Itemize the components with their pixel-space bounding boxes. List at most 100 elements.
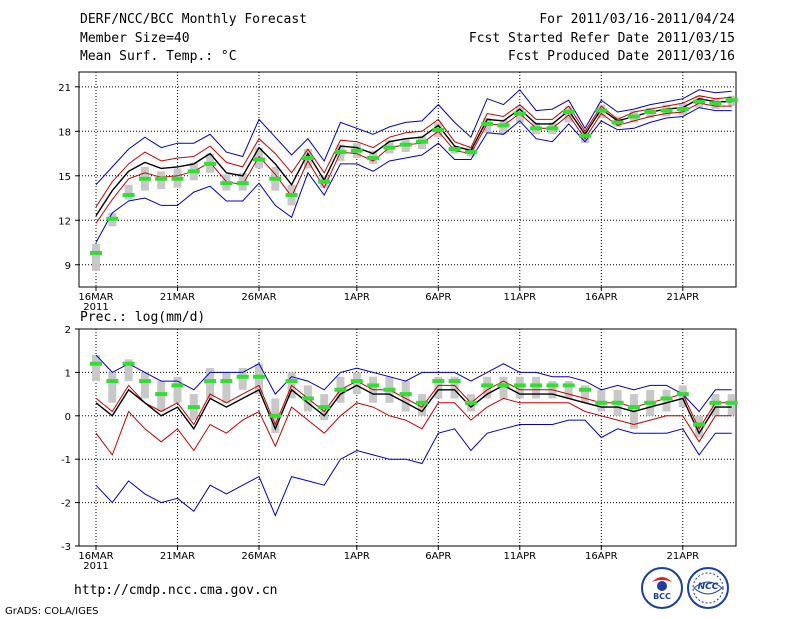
temp-ytick-label: 18 [58,127,71,138]
precip-box [483,376,492,399]
precip-box [450,376,459,399]
precip-series-min [95,419,732,517]
temp-median-bar [301,156,314,160]
precip-median-bar [464,400,477,405]
forecast-period-label: For 2011/03/16-2011/04/24 [539,12,735,27]
temp-median-bar [367,156,380,160]
temp-xtick-label: 21MAR [160,292,195,303]
precip-median-bar [318,405,331,410]
precip-median-bar [122,361,135,366]
precip-median-bar [595,400,608,405]
ncc-logo-icon: NCC [686,566,730,610]
temp-ytick-label: 9 [65,261,71,272]
precip-xtick-label: 21MAR [160,551,195,562]
temp-median-bar [579,133,591,138]
precip-box [662,389,671,412]
temp-xtick-label: 21APR [667,292,700,303]
temp-median-bar [122,193,135,198]
precip-box [255,363,263,395]
precip-box [352,372,361,395]
precip-xtick-label: 26MAR [241,551,276,562]
precip-box [140,372,149,399]
temp-ytick-label: 12 [58,216,71,227]
forecast-started-label: Fcst Started Refer Date 2011/03/15 [468,31,735,46]
temp-median-bar [660,108,673,113]
temp-median-bar [220,181,233,186]
temp-median-bar [204,161,217,166]
temp-median-bar [432,127,445,132]
precip-series-lower [95,397,732,456]
precip-median-bar [367,383,380,388]
precip-median-bar [416,400,428,405]
temp-median-bar [481,121,494,126]
precip-median-bar [204,379,217,384]
precip-box [92,355,100,382]
temp-median-bar [497,123,510,128]
precip-median-bar [644,400,657,405]
precip-box [581,385,589,403]
precip-median-bar [90,361,102,366]
temp-series-upper [95,95,732,208]
grads-credit: GrADS: COLA/IGES [5,606,99,617]
temp-xtick-label: 6APR [425,292,451,303]
precip-median-bar [350,379,363,384]
precip-median-bar [660,396,673,401]
precip-box [434,376,443,399]
precip-box [515,376,524,399]
temp-xtick-label: 11APR [504,292,537,303]
precip-median-bar [236,374,249,379]
temp-median-bar [546,126,559,131]
temp-box [124,184,133,200]
ncc-logo-label: NCC [697,582,719,592]
precip-box [597,389,606,412]
temp-year-label: 2011 [83,302,108,313]
temp-median-bar [155,176,168,181]
precip-box [238,368,247,390]
precip-median-bar [546,383,559,388]
temp-median-bar [171,176,184,181]
precip-xtick-label: 21APR [667,551,700,562]
precip-ytick-label: 2 [65,325,71,336]
precip-median-bar [579,387,591,392]
temp-box [564,106,573,123]
precip-xtick-label: 1APR [344,551,370,562]
temp-median-bar [350,148,363,153]
temp-median-bar [709,101,722,106]
temp-median-bar [269,176,282,181]
precip-series-mean [95,384,732,435]
bcc-logo-label: BCC [653,592,671,601]
variable-temp-label: Mean Surf. Temp.: °C [80,49,237,64]
temp-median-bar [464,150,477,155]
precip-median-bar [448,379,461,384]
precip-panel-title: Prec.: log(mm/d) [80,310,206,325]
precip-box [711,394,720,416]
temp-median-bar [611,120,624,125]
temp-median-bar [725,98,738,103]
temp-xtick-label: 16APR [585,292,618,303]
source-url[interactable]: http://cmdp.ncc.cma.gov.cn [74,583,278,598]
precip-series-upper [95,380,732,430]
temp-xtick-label: 26MAR [241,292,276,303]
precip-median-bar [334,387,347,392]
precip-box [108,372,117,403]
bcc-logo-icon: BCC [640,566,684,610]
temp-median-bar [285,193,298,198]
temp-median-bar [90,250,102,255]
temp-median-bar [106,216,119,221]
precip-box [418,394,426,416]
precip-year-label: 2011 [83,561,108,572]
precip-box [157,381,166,412]
precip-series-max [95,354,732,413]
temp-series-mean [95,97,732,217]
temp-plot-frame [78,71,737,288]
precip-box [206,368,215,399]
temp-ytick-label: 21 [58,83,71,94]
temp-median-bar [334,150,347,155]
precip-median-bar [171,383,184,388]
precip-median-bar [513,383,526,388]
temp-median-bar [187,169,200,174]
precip-median-bar [432,379,445,384]
temp-xtick-label: 1APR [344,292,370,303]
precip-plot-frame [78,328,737,547]
